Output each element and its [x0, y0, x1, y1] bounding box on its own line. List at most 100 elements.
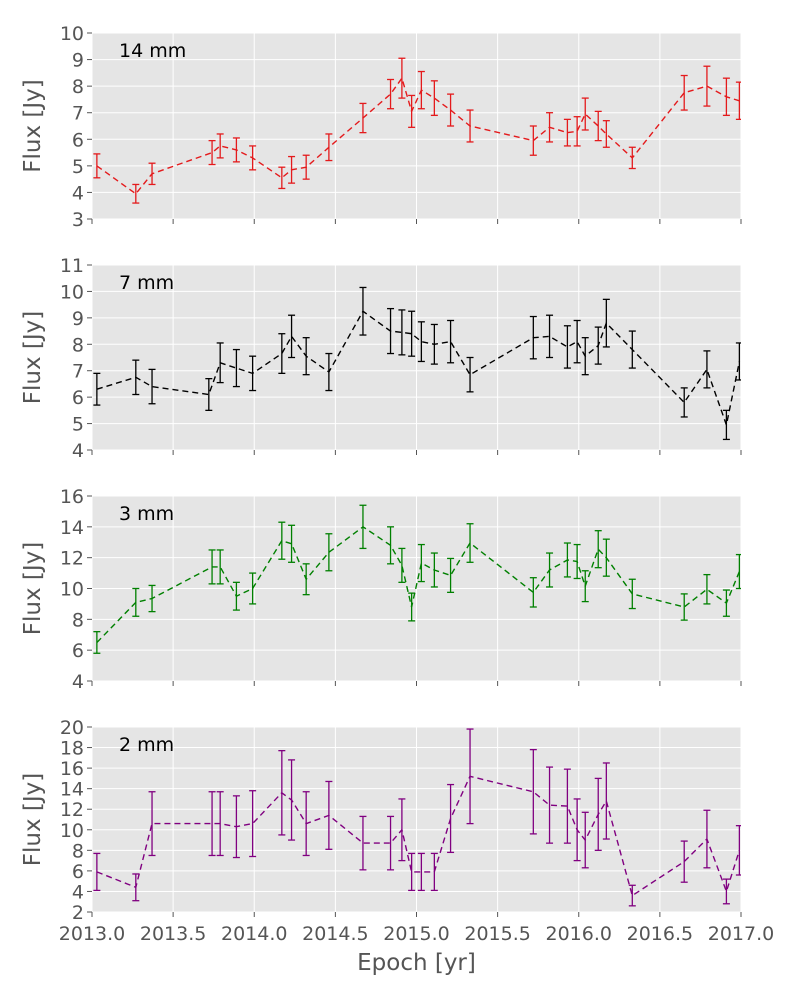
error-bar [417, 852, 425, 892]
error-bar [387, 307, 395, 355]
panel-label: 2 mm [119, 734, 174, 756]
error-bar [278, 521, 286, 560]
error-bar [288, 759, 296, 841]
y-tick-label: 11 [60, 255, 84, 277]
error-bar [722, 409, 730, 441]
y-tick-label: 5 [72, 156, 84, 178]
error-bar [216, 133, 224, 159]
error-bar [563, 325, 571, 369]
error-bar [680, 74, 688, 111]
error-bar [602, 762, 610, 840]
error-bar [93, 852, 101, 892]
error-bar [602, 538, 610, 577]
y-tick-label: 2 [72, 902, 84, 924]
y-tick-label: 4 [72, 881, 84, 903]
error-bar [148, 584, 156, 613]
y-tick-label: 16 [60, 758, 84, 780]
error-bar [205, 377, 213, 412]
error-bar [398, 798, 406, 862]
error-bar [359, 504, 367, 550]
panel-14mm: 3 4 5 6 7 8 9 10 Flux [Jy] 14 mm [20, 23, 742, 231]
error-bar [546, 314, 554, 359]
x-tick-label: 2016.0 [546, 923, 612, 945]
error-bar [722, 878, 730, 905]
error-bar [430, 323, 438, 365]
error-bar [722, 589, 730, 617]
y-tick-label: 4 [72, 671, 84, 693]
x-tick-label: 2013.5 [140, 923, 206, 945]
error-bar [546, 766, 554, 844]
error-bar [132, 587, 140, 617]
error-bar [417, 70, 425, 110]
error-bar [93, 153, 101, 179]
x-tick-label: 2016.5 [627, 923, 693, 945]
panel-label: 3 mm [119, 503, 174, 525]
error-bar [735, 81, 741, 121]
error-bar [430, 80, 438, 117]
error-bar [288, 314, 296, 359]
error-bar [594, 777, 602, 851]
error-bar [430, 852, 438, 892]
error-bar [563, 118, 571, 147]
error-bar [148, 791, 156, 857]
error-bar [628, 330, 636, 369]
error-bar [232, 137, 240, 163]
error-bar [594, 530, 602, 569]
error-bar [594, 110, 602, 142]
error-bar [680, 840, 688, 883]
error-bar [417, 321, 425, 363]
error-bar [722, 77, 730, 117]
error-bar [594, 326, 602, 365]
y-tick-label: 10 [60, 23, 84, 45]
error-bar [466, 728, 474, 825]
y-tick-label: 9 [72, 50, 84, 72]
error-bar [408, 592, 416, 622]
error-bar [132, 183, 140, 204]
x-axis-label: Epoch [yr] [357, 950, 476, 976]
error-bar [325, 533, 333, 572]
y-tick-label: 6 [72, 861, 84, 883]
x-tick-label: 2015.0 [383, 923, 449, 945]
error-bar [529, 315, 537, 360]
error-bar [278, 166, 286, 190]
error-bar [581, 97, 589, 131]
error-bar [735, 553, 741, 590]
error-bar [447, 319, 455, 364]
series-3mm [93, 504, 741, 654]
x-tick-label: 2014.5 [302, 923, 368, 945]
error-bar [387, 78, 395, 110]
error-bar [359, 815, 367, 871]
error-bar [249, 355, 257, 392]
error-bar [398, 309, 406, 356]
error-bar [680, 593, 688, 621]
y-tick-label: 6 [72, 387, 84, 409]
series-14mm [93, 57, 741, 204]
error-bar [232, 581, 240, 611]
x-tick-label: 2017.0 [708, 923, 774, 945]
error-bar [529, 748, 537, 835]
y-axis-label: Flux [Jy] [20, 311, 46, 404]
series-7mm [93, 286, 741, 441]
error-bar [208, 139, 216, 166]
y-tick-label: 20 [60, 717, 84, 739]
y-tick-label: 10 [60, 579, 84, 601]
error-bar [398, 57, 406, 99]
y-tick-label: 7 [72, 103, 84, 125]
error-bar [408, 310, 416, 357]
error-bar [573, 798, 581, 862]
panel-3mm: 4 6 8 10 12 14 16 Flux [Jy] 3 mm [20, 486, 742, 693]
error-bar [278, 333, 286, 375]
panel-7mm: 4 5 6 7 8 9 10 11 Flux [Jy] 7 mm [20, 255, 742, 462]
error-bar [232, 348, 240, 388]
y-axis-label: Flux [Jy] [20, 542, 46, 635]
error-bar [408, 852, 416, 892]
error-bar [573, 116, 581, 147]
error-bar [563, 768, 571, 844]
error-bar [359, 102, 367, 134]
y-tick-label: 3 [72, 209, 84, 231]
error-bar [288, 155, 296, 184]
error-bar [581, 337, 589, 376]
